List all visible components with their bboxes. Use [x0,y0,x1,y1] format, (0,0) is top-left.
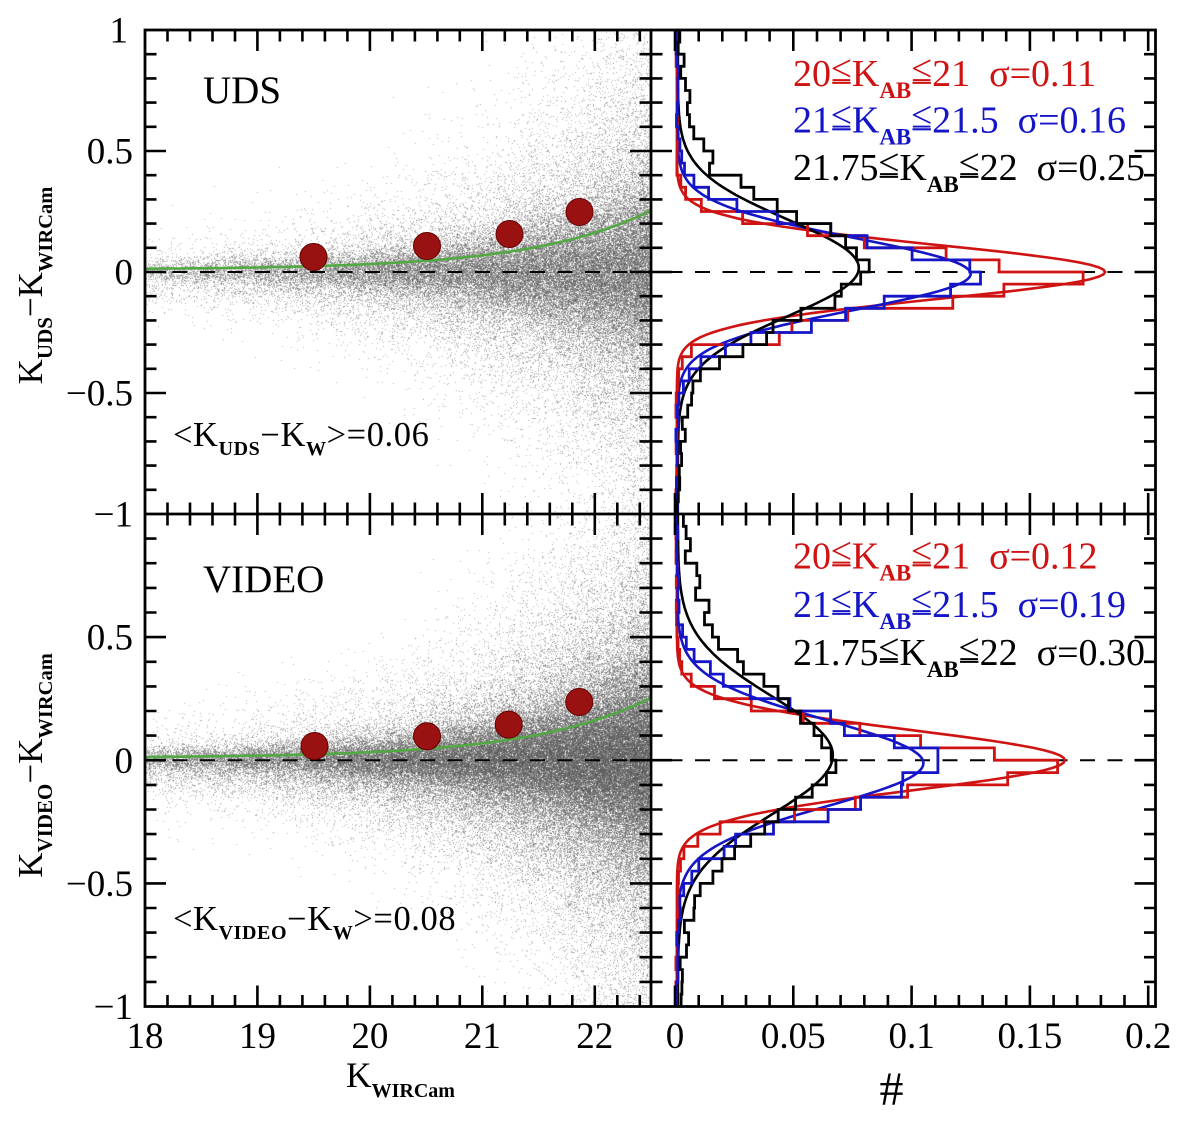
svg-text:−0.5: −0.5 [66,864,133,905]
svg-text:#: # [880,1063,904,1116]
svg-text:0.15: 0.15 [998,1016,1063,1057]
svg-text:0.1: 0.1 [888,1016,934,1057]
svg-text:KUDS−KWIRCam: KUDS−KWIRCam [11,187,57,385]
svg-text:UDS: UDS [203,69,281,112]
svg-text:22: 22 [576,1016,613,1057]
svg-text:KWIRCam: KWIRCam [346,1055,455,1102]
svg-text:KVIDEO−KWIRCam: KVIDEO−KWIRCam [11,653,57,878]
svg-text:21≤KAB≤21.5 σ=0.19: 21≤KAB≤21.5 σ=0.19 [793,579,1126,634]
svg-text:0: 0 [115,253,134,294]
svg-text:0: 0 [666,1016,685,1057]
svg-text:0.2: 0.2 [1125,1016,1171,1057]
svg-text:21: 21 [464,1016,501,1057]
svg-text:21.75≤KAB≤22 σ=0.30: 21.75≤KAB≤22 σ=0.30 [793,627,1145,682]
svg-text:−1: −1 [94,495,133,536]
svg-text:−0.5: −0.5 [66,374,133,415]
svg-text:1: 1 [110,11,129,52]
svg-text:0.5: 0.5 [87,132,133,173]
svg-text:21≤KAB≤21.5 σ=0.16: 21≤KAB≤21.5 σ=0.16 [793,95,1126,150]
svg-text:0: 0 [115,741,134,782]
svg-text:19: 19 [239,1016,276,1057]
svg-text:0.05: 0.05 [761,1016,826,1057]
svg-text:18: 18 [127,1016,164,1057]
svg-text:21.75≤KAB≤22 σ=0.25: 21.75≤KAB≤22 σ=0.25 [793,142,1145,197]
svg-text:20≤KAB≤21 σ=0.12: 20≤KAB≤21 σ=0.12 [793,531,1098,586]
svg-text:20: 20 [351,1016,388,1057]
svg-text:<KUDS−KW>=0.06: <KUDS−KW>=0.06 [173,416,429,460]
svg-text:<KVIDEO−KW>=0.08: <KVIDEO−KW>=0.08 [173,900,456,944]
svg-text:VIDEO: VIDEO [203,558,324,601]
svg-text:0.5: 0.5 [87,618,133,659]
svg-text:−1: −1 [94,987,133,1028]
